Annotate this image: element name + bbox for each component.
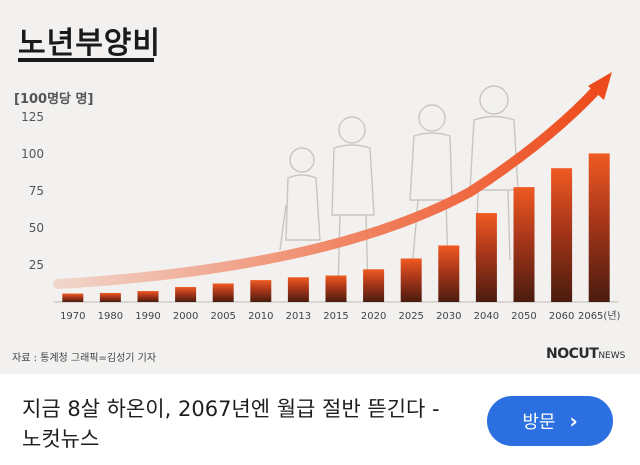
x-tick-label: 2040 — [474, 311, 499, 322]
bar — [175, 287, 197, 302]
bar — [99, 292, 121, 302]
y-axis-unit-label: [100명당 명] — [14, 92, 94, 107]
x-tick-label: 1990 — [135, 311, 160, 322]
bar — [588, 153, 610, 302]
link-preview-bar[interactable]: 지금 8살 하온이, 2067년엔 월급 절반 뜯긴다 - 노컷뉴스 방문 › — [0, 374, 640, 465]
trend-arrow — [53, 72, 612, 289]
title-underline — [18, 58, 154, 62]
y-tick-label: 100 — [21, 147, 44, 161]
x-tick-label: 2050 — [511, 311, 536, 322]
chart-title: 노년부양비 — [18, 26, 161, 61]
bar — [551, 168, 573, 302]
x-tick-label: 2015 — [323, 311, 348, 322]
bar — [62, 293, 84, 302]
visit-button[interactable]: 방문 › — [487, 396, 613, 446]
x-tick-label: 2000 — [173, 311, 198, 322]
x-tick-label: 2065(년) — [578, 310, 621, 322]
article-title[interactable]: 지금 8살 하온이, 2067년엔 월급 절반 뜯긴다 - 노컷뉴스 — [22, 397, 440, 451]
logo-small: NEWS — [598, 351, 626, 361]
x-tick-label: 2030 — [436, 311, 461, 322]
y-tick-label: 75 — [29, 184, 44, 198]
y-tick-label: 125 — [21, 110, 44, 124]
y-tick-label: 25 — [29, 258, 44, 272]
x-tick-label: 2025 — [398, 311, 423, 322]
bar-series — [62, 153, 610, 302]
arrow-head-icon — [588, 72, 612, 100]
bar — [137, 291, 159, 302]
x-tick-label: 1980 — [98, 311, 123, 322]
x-tick-label: 2013 — [286, 311, 311, 322]
bar — [400, 258, 422, 302]
source-note: 자료 : 통계청 그래픽=김성기 기자 — [12, 353, 157, 364]
bar — [438, 245, 460, 302]
x-axis: 1970 1980 1990 2000 2005 2010 2013 2015 2020 2025… — [60, 310, 620, 322]
chart-canvas: 25 50 75 100 125 1970 1980 1990 2000 2005 2010 201… — [21, 72, 621, 322]
x-tick-label: 1970 — [60, 311, 85, 322]
bar — [513, 187, 535, 302]
bar — [212, 283, 234, 302]
nocut-news-logo: NOCUTNEWS — [546, 346, 625, 362]
x-tick-label: 2020 — [361, 311, 386, 322]
x-tick-label: 2060 — [549, 311, 574, 322]
x-tick-label: 2010 — [248, 311, 273, 322]
chart-card: 25 50 75 100 125 1970 1980 1990 2000 2005 2010 201… — [0, 0, 640, 374]
x-tick-label: 2005 — [210, 311, 235, 322]
visit-button-label: 방문 — [522, 412, 556, 433]
bar — [287, 277, 309, 302]
bar — [325, 275, 347, 302]
y-tick-label: 50 — [29, 221, 44, 235]
bar — [475, 213, 497, 302]
logo-main: NOCUT — [546, 346, 599, 362]
bar — [250, 280, 272, 302]
bar — [363, 269, 385, 302]
chevron-right-icon: › — [569, 409, 578, 433]
